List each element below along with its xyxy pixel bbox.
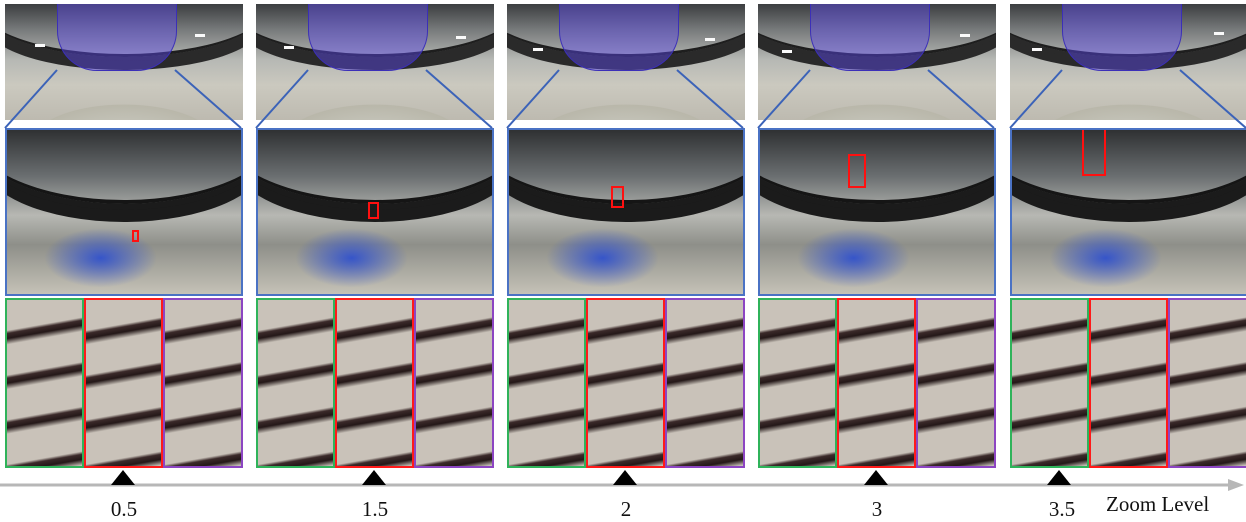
zoom-tick-label: 3.5 [1048, 497, 1076, 521]
region-highlight [1062, 4, 1182, 71]
selected-crop [335, 298, 414, 468]
selected-crop [837, 298, 916, 468]
zoom-column [507, 0, 745, 470]
right-neighbor-crop [163, 298, 243, 468]
zoom-tick-label: 3 [871, 497, 883, 521]
zoomed-view-image [758, 128, 996, 296]
zoomed-view-image [5, 128, 243, 296]
zoom-marker-icon [864, 470, 888, 485]
zoom-axis [0, 470, 1244, 491]
zoom-column [5, 0, 243, 470]
left-neighbor-crop [1010, 298, 1089, 468]
axis-title: Zoom Level [1106, 492, 1210, 516]
zoomed-view-image [507, 128, 745, 296]
zoom-marker-icon [362, 470, 386, 485]
panorama-image [758, 4, 996, 120]
selection-box [132, 230, 139, 242]
selection-box [611, 186, 624, 208]
right-neighbor-crop [1168, 298, 1246, 468]
zoom-marker-icon [613, 470, 637, 485]
selection-box [1082, 130, 1106, 176]
panorama-image [5, 4, 243, 120]
panorama-image [256, 4, 494, 120]
zoom-column [256, 0, 494, 470]
left-neighbor-crop [5, 298, 84, 468]
zoomed-view-image [1010, 128, 1246, 296]
zoom-marker-icon [1047, 470, 1071, 485]
left-neighbor-crop [256, 298, 335, 468]
zoom-marker-icon [111, 470, 135, 485]
selected-crop [1089, 298, 1168, 468]
zoomed-view-image [256, 128, 494, 296]
zoom-tick-label: 1.5 [361, 497, 389, 521]
zoom-tick-label: 2 [620, 497, 632, 521]
region-highlight [57, 4, 177, 71]
selection-box [848, 154, 866, 188]
left-neighbor-crop [758, 298, 837, 468]
region-highlight [559, 4, 679, 71]
axis-arrow-icon [1228, 479, 1244, 491]
zoom-tick-label: 0.5 [110, 497, 138, 521]
right-neighbor-crop [916, 298, 996, 468]
left-neighbor-crop [507, 298, 586, 468]
panorama-image [507, 4, 745, 120]
selected-crop [84, 298, 163, 468]
region-highlight [810, 4, 930, 71]
selected-crop [586, 298, 665, 468]
right-neighbor-crop [414, 298, 494, 468]
panorama-image [1010, 4, 1246, 120]
zoom-column [758, 0, 996, 470]
selection-box [368, 202, 379, 219]
region-highlight [308, 4, 428, 71]
right-neighbor-crop [665, 298, 745, 468]
zoom-column [1010, 0, 1246, 470]
